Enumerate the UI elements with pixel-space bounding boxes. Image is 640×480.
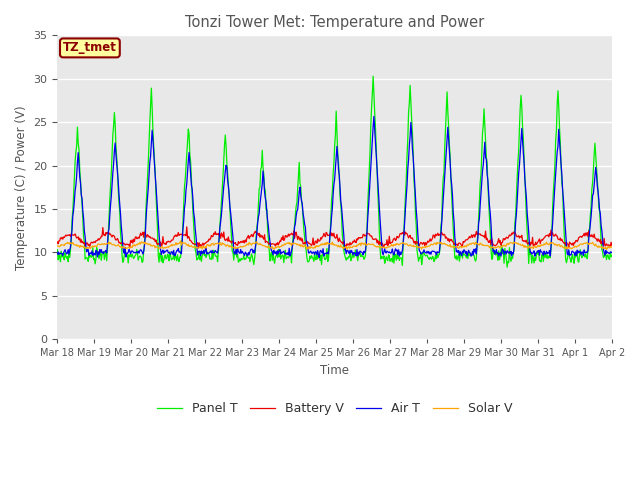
Line: Panel T: Panel T	[58, 76, 612, 267]
Line: Air T: Air T	[58, 116, 612, 258]
Line: Solar V: Solar V	[58, 241, 612, 250]
Legend: Panel T, Battery V, Air T, Solar V: Panel T, Battery V, Air T, Solar V	[152, 397, 517, 420]
Title: Tonzi Tower Met: Temperature and Power: Tonzi Tower Met: Temperature and Power	[185, 15, 484, 30]
X-axis label: Time: Time	[320, 364, 349, 377]
Text: TZ_tmet: TZ_tmet	[63, 41, 117, 54]
Y-axis label: Temperature (C) / Power (V): Temperature (C) / Power (V)	[15, 105, 28, 270]
Line: Battery V: Battery V	[58, 227, 612, 248]
